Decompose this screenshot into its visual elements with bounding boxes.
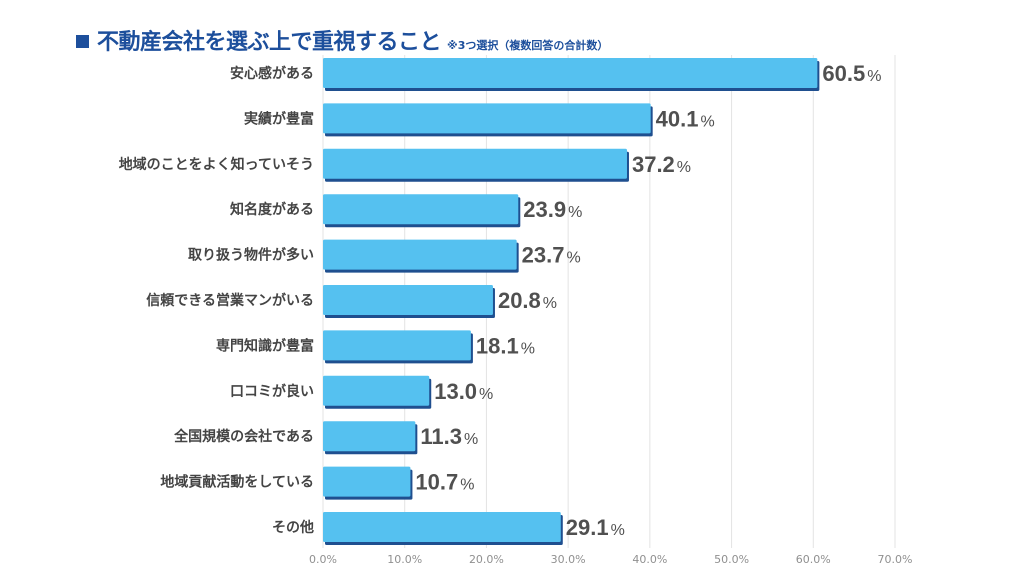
value-number: 10.7: [415, 470, 458, 495]
x-tick-label: 30.0%: [551, 553, 586, 566]
value-label: 29.1%: [566, 515, 625, 540]
category-label: 地域貢献活動をしている: [160, 474, 314, 491]
x-tick-label: 40.0%: [632, 553, 667, 566]
value-labels: 60.5 %40.1 %37.2 %23.9 %23.7 %20.8 %18.1 %13.0%…: [415, 61, 881, 540]
bar: [323, 375, 430, 406]
bar: [323, 194, 519, 225]
bar: [323, 285, 493, 315]
bar: [323, 466, 411, 497]
value-percent-sign: %: [479, 386, 493, 403]
bar: [323, 421, 416, 452]
value-label: 37.2%: [632, 152, 691, 177]
value-percent-sign: %: [464, 431, 478, 448]
bars: [323, 58, 820, 545]
value-label: 18.1%: [476, 333, 535, 358]
chart-title: 不動産会社を選ぶ上で重視すること: [97, 30, 442, 55]
value-label: 23.9%: [523, 197, 582, 222]
value-label: 60.5%: [822, 61, 881, 86]
category-label: 知名度がある: [230, 201, 314, 218]
value-number: 23.9: [523, 197, 566, 222]
value-percent-sign: %: [568, 204, 582, 221]
category-label: 専門知識が豊富: [216, 337, 314, 354]
category-label: 全国規模の会社である: [173, 428, 314, 445]
category-label: 安心感がある: [230, 65, 314, 82]
category-label: 信頼できる営業マンがいる: [146, 292, 314, 309]
chart-title-block: 不動産会社を選ぶ上で重視すること ※3つ選択（複数回答の合計数）: [76, 24, 609, 55]
value-percent-sign: %: [543, 295, 557, 312]
value-percent-sign: %: [460, 477, 474, 494]
value-number: 20.8: [498, 288, 541, 313]
value-number: 37.2: [632, 152, 675, 177]
bar: [323, 58, 818, 88]
value-label: 20.8%: [498, 288, 557, 313]
x-tick-label: 60.0%: [796, 553, 831, 566]
bar: [323, 239, 517, 270]
value-number: 40.1: [656, 106, 699, 131]
value-label: 10.7%: [415, 470, 474, 495]
bar: [323, 103, 651, 134]
x-tick-label: 50.0%: [714, 553, 749, 566]
value-number: 29.1: [566, 515, 609, 540]
value-number: 13.0: [434, 379, 477, 404]
value-label: 23.7%: [522, 243, 581, 268]
category-label: 実績が豊富: [244, 110, 314, 127]
value-number: 11.3: [420, 424, 462, 449]
value-label: 40.1%: [656, 106, 715, 131]
value-label: 13.0%: [434, 379, 493, 404]
category-label: 口コミが良い: [230, 383, 314, 400]
value-number: 60.5: [822, 61, 865, 86]
category-label: 地域のことをよく知っていそう: [119, 156, 314, 173]
value-percent-sign: %: [677, 159, 691, 176]
category-labels: 安心感がある実績が豊富地域のことをよく知っていそう知名度がある取り扱う物件が多い…: [119, 65, 314, 536]
value-percent-sign: %: [701, 113, 715, 130]
value-number: 23.7: [522, 243, 565, 268]
chart-subtitle: ※3つ選択（複数回答の合計数）: [447, 39, 609, 52]
bar: [323, 330, 471, 361]
bar: [323, 148, 627, 179]
category-label: 取り扱う物件が多い: [188, 247, 314, 264]
x-tick-label: 70.0%: [878, 553, 913, 566]
value-label: 11.3%: [420, 424, 478, 449]
x-tick-label: 10.0%: [387, 553, 422, 566]
bar: [323, 512, 561, 542]
gridlines: [322, 55, 896, 548]
value-percent-sign: %: [611, 522, 625, 539]
value-percent-sign: %: [521, 340, 535, 357]
x-axis-ticks: 0.0% 10.0% 20.0% 30.0% 40.0% 50.0% 60.0% 70.0%: [309, 553, 912, 566]
x-tick-label: 20.0%: [469, 553, 504, 566]
value-percent-sign: %: [566, 250, 580, 267]
x-tick-label: 0.0%: [309, 553, 337, 566]
value-percent-sign: %: [867, 68, 881, 85]
value-number: 18.1: [476, 333, 519, 358]
category-label: その他: [272, 519, 314, 536]
title-square-icon: [76, 35, 89, 48]
